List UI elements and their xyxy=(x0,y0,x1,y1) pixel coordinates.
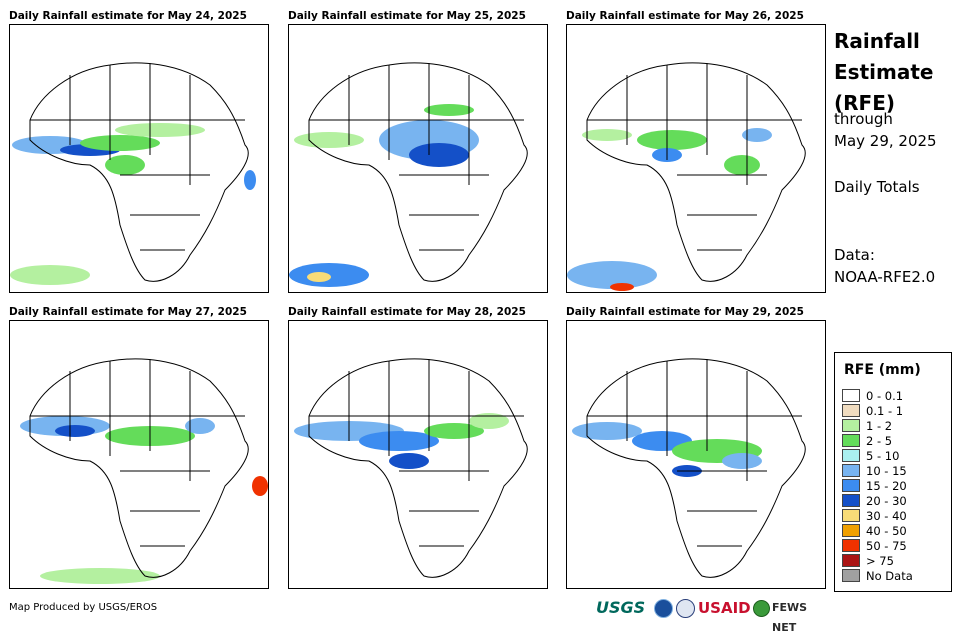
legend-item: 10 - 15 xyxy=(842,464,907,478)
legend-swatch xyxy=(842,509,860,522)
rfe-legend: RFE (mm) 0 - 0.1 0.1 - 1 1 - 2 2 - 5 5 -… xyxy=(834,352,952,592)
legend-label: No Data xyxy=(866,569,913,583)
legend-item: 50 - 75 xyxy=(842,539,907,553)
panel-title: Daily Rainfall estimate for May 27, 2025 xyxy=(9,306,247,318)
title-line: (RFE) xyxy=(834,91,896,115)
rain-patches xyxy=(289,104,479,287)
country-borders xyxy=(308,62,528,282)
legend-item: 2 - 5 xyxy=(842,434,892,448)
rainfall-map xyxy=(9,320,269,589)
legend-swatch xyxy=(842,569,860,582)
side-title: Rainfall Estimate (RFE) xyxy=(834,26,933,119)
rainfall-map xyxy=(9,24,269,293)
legend-label: 0 - 0.1 xyxy=(866,389,904,403)
legend-label: 40 - 50 xyxy=(866,524,907,538)
data-label: Data: xyxy=(834,246,875,264)
rainfall-map xyxy=(288,320,548,589)
noaa-logo-icon xyxy=(654,599,673,618)
rain-patches xyxy=(20,416,268,584)
legend-label: > 75 xyxy=(866,554,894,568)
through-date: May 29, 2025 xyxy=(834,132,937,150)
legend-swatch xyxy=(842,389,860,402)
rainfall-map xyxy=(566,320,826,589)
legend-swatch xyxy=(842,404,860,417)
data-source: NOAA-RFE2.0 xyxy=(834,268,936,286)
legend-label: 0.1 - 1 xyxy=(866,404,904,418)
legend-label: 50 - 75 xyxy=(866,539,907,553)
legend-swatch xyxy=(842,494,860,507)
rain-patches xyxy=(294,413,509,469)
legend-label: 1 - 2 xyxy=(866,419,893,433)
title-line: Rainfall xyxy=(834,29,920,53)
legend-item: No Data xyxy=(842,569,913,583)
legend-item: 40 - 50 xyxy=(842,524,907,538)
legend-label: 2 - 5 xyxy=(866,434,893,448)
legend-swatch xyxy=(842,464,860,477)
country-borders xyxy=(308,358,528,578)
through-label: through xyxy=(834,110,893,128)
legend-label: 30 - 40 xyxy=(866,509,907,523)
fews-net-logo: FEWS NET xyxy=(772,601,808,634)
totals-label: Daily Totals xyxy=(834,178,920,196)
state-seal-icon xyxy=(676,599,695,618)
usaid-logo: USAID xyxy=(698,599,751,617)
legend-item: 0.1 - 1 xyxy=(842,404,903,418)
rainfall-map xyxy=(566,24,826,293)
legend-swatch xyxy=(842,434,860,447)
country-borders xyxy=(586,358,806,578)
map-credit: Map Produced by USGS/EROS xyxy=(9,602,158,613)
rainfall-map xyxy=(288,24,548,293)
legend-label: 10 - 15 xyxy=(866,464,907,478)
rain-patches xyxy=(567,128,772,291)
rain-patches xyxy=(572,422,762,477)
legend-label: 20 - 30 xyxy=(866,494,907,508)
legend-item: 30 - 40 xyxy=(842,509,907,523)
panel-title: Daily Rainfall estimate for May 29, 2025 xyxy=(566,306,804,318)
panel-title: Daily Rainfall estimate for May 28, 2025 xyxy=(288,306,526,318)
country-borders xyxy=(29,358,249,578)
panel-title: Daily Rainfall estimate for May 26, 2025 xyxy=(566,10,804,22)
legend-swatch xyxy=(842,479,860,492)
fews-globe-icon xyxy=(753,600,770,617)
legend-swatch xyxy=(842,539,860,552)
legend-title: RFE (mm) xyxy=(844,362,921,378)
legend-item: 15 - 20 xyxy=(842,479,907,493)
panel-title: Daily Rainfall estimate for May 24, 2025 xyxy=(9,10,247,22)
legend-swatch xyxy=(842,554,860,567)
legend-item: 1 - 2 xyxy=(842,419,892,433)
legend-swatch xyxy=(842,419,860,432)
country-borders xyxy=(29,62,249,282)
legend-item: > 75 xyxy=(842,554,894,568)
usgs-logo: USGS xyxy=(596,598,646,617)
legend-item: 20 - 30 xyxy=(842,494,907,508)
legend-swatch xyxy=(842,449,860,462)
partner-logos: USGS USAID FEWS NET xyxy=(596,598,832,634)
legend-item: 5 - 10 xyxy=(842,449,899,463)
panel-title: Daily Rainfall estimate for May 25, 2025 xyxy=(288,10,526,22)
rain-patches xyxy=(10,123,256,285)
legend-swatch xyxy=(842,524,860,537)
title-line: Estimate xyxy=(834,60,934,84)
legend-item: 0 - 0.1 xyxy=(842,389,903,403)
country-borders xyxy=(586,62,806,282)
legend-label: 5 - 10 xyxy=(866,449,900,463)
legend-label: 15 - 20 xyxy=(866,479,907,493)
